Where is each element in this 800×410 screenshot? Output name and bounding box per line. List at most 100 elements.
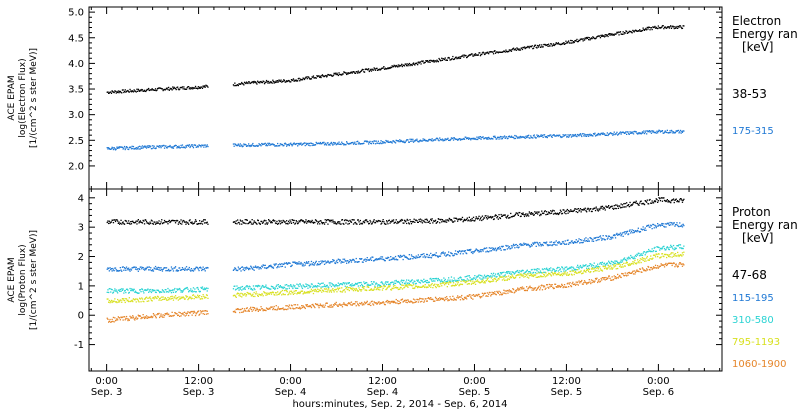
data-point <box>477 279 479 281</box>
data-point <box>145 267 148 269</box>
data-point <box>630 230 633 233</box>
data-point <box>632 261 634 263</box>
data-point <box>497 272 499 275</box>
data-point <box>292 143 294 146</box>
data-point <box>108 92 110 94</box>
data-point <box>578 39 580 41</box>
data-point <box>197 295 199 297</box>
data-point <box>122 288 124 290</box>
data-point <box>586 268 588 271</box>
data-point <box>159 269 161 271</box>
data-point <box>325 143 327 146</box>
data-point <box>381 256 384 258</box>
data-point <box>454 138 457 140</box>
data-point <box>181 86 184 88</box>
data-point <box>569 242 571 244</box>
data-point <box>552 274 555 276</box>
data-point <box>576 272 578 274</box>
data-point <box>448 220 450 222</box>
data-point <box>185 287 188 289</box>
data-point <box>415 255 417 257</box>
data-point <box>328 74 330 76</box>
data-point <box>329 144 331 146</box>
data-point <box>268 144 270 146</box>
data-point <box>420 140 422 142</box>
data-point <box>545 268 547 270</box>
data-point <box>494 214 497 216</box>
data-point <box>626 230 628 232</box>
data-point <box>499 51 502 53</box>
data-point <box>372 256 374 258</box>
data-point <box>130 91 133 93</box>
data-point <box>526 276 528 278</box>
data-point <box>415 62 417 65</box>
data-point <box>154 296 156 298</box>
data-point <box>344 144 346 146</box>
data-point <box>335 223 337 225</box>
data-point <box>414 287 416 289</box>
data-point <box>168 220 170 223</box>
data-point <box>636 231 638 233</box>
data-point <box>668 255 670 258</box>
data-point <box>434 220 436 222</box>
data-point <box>612 267 614 269</box>
data-point <box>199 290 201 293</box>
data-point <box>163 222 165 224</box>
data-point <box>427 140 429 142</box>
data-point <box>546 213 548 215</box>
data-point <box>386 257 388 260</box>
data-point <box>419 256 421 258</box>
data-point <box>267 266 269 269</box>
data-point <box>163 267 165 269</box>
data-point <box>246 285 248 287</box>
data-point <box>266 223 268 225</box>
data-point <box>123 91 125 94</box>
data-point <box>619 232 622 234</box>
data-point <box>674 199 677 201</box>
data-point <box>319 141 321 144</box>
data-point <box>114 317 116 319</box>
data-point <box>270 285 273 287</box>
data-point <box>338 72 340 74</box>
data-point <box>277 222 279 225</box>
data-point <box>411 279 413 281</box>
data-point <box>624 259 626 261</box>
data-point <box>659 247 662 250</box>
data-point <box>148 87 150 90</box>
data-point <box>140 291 142 293</box>
data-point <box>660 130 662 132</box>
data-point <box>304 77 306 79</box>
data-point <box>277 80 279 82</box>
data-point <box>323 75 326 78</box>
data-point <box>570 266 573 268</box>
data-point <box>136 268 138 271</box>
data-point <box>161 145 164 147</box>
data-point <box>520 275 522 277</box>
data-point <box>374 258 377 261</box>
data-point <box>364 282 366 284</box>
data-point <box>306 143 308 145</box>
data-point <box>174 87 177 90</box>
data-point <box>670 200 673 202</box>
data-point <box>485 280 487 282</box>
data-point <box>323 141 325 143</box>
data-point <box>438 140 440 142</box>
data-point <box>301 79 304 81</box>
data-point <box>378 220 380 222</box>
data-point <box>328 286 330 288</box>
data-point <box>400 256 402 258</box>
data-point <box>510 136 512 138</box>
data-point <box>234 295 237 297</box>
data-point <box>169 270 171 272</box>
data-point <box>325 290 327 293</box>
data-point <box>652 223 655 226</box>
data-point <box>164 289 166 291</box>
data-point <box>679 225 682 227</box>
data-point <box>666 223 668 225</box>
data-point <box>274 294 276 296</box>
data-point <box>397 255 399 257</box>
data-point <box>388 286 390 288</box>
data-point <box>666 254 668 256</box>
data-point <box>434 219 437 221</box>
data-point <box>458 279 460 281</box>
